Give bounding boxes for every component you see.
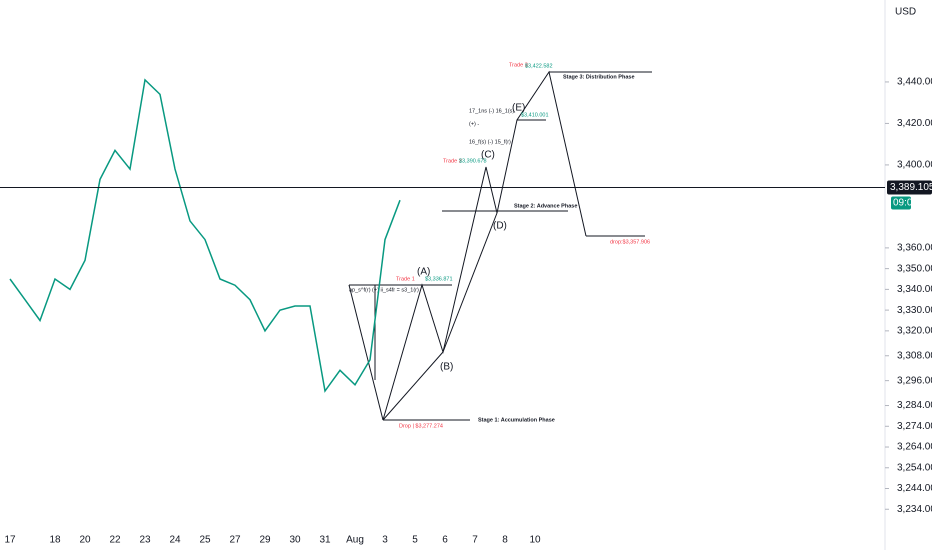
- projection-line: [348, 284, 384, 421]
- projection: [348, 70, 652, 421]
- annotation: 17_1ns (-) 16_1(s): [469, 108, 514, 114]
- x-tick-label: 30: [289, 535, 301, 546]
- x-tick-label: 24: [169, 535, 181, 546]
- annotation: Stage 1: Accumulation Phase: [478, 417, 555, 423]
- y-tick-label: 3,296.000: [897, 375, 932, 386]
- y-tick-label: 3,420.000: [897, 118, 932, 129]
- annotation: $3,410.001: [521, 112, 549, 118]
- wave-label: (B): [440, 362, 453, 373]
- x-tick-label: 17: [4, 535, 16, 546]
- x-tick-label: 29: [259, 535, 271, 546]
- x-tick-label: 8: [502, 535, 508, 546]
- y-tick-label: 3,254.000: [897, 462, 932, 473]
- x-tick-label: 10: [529, 535, 541, 546]
- countdown-label: 09:04: [893, 198, 918, 209]
- x-tick-label: 27: [229, 535, 241, 546]
- annotation: ap_s^f(r) (+) ii_s4fr = s3_1(r): [349, 287, 419, 293]
- x-tick-label: 23: [139, 535, 151, 546]
- x-tick-label: 31: [319, 535, 331, 546]
- annotation: Trade 3: [509, 62, 528, 68]
- wave-label: (D): [493, 221, 507, 232]
- annotation: 16_f(s) (-) 15_f(r): [469, 139, 511, 145]
- x-tick-label: 3: [382, 535, 388, 546]
- countdown-box: [891, 196, 911, 210]
- x-tick-label: 20: [79, 535, 91, 546]
- y-tick-label: 3,284.000: [897, 400, 932, 411]
- annotation: Trade 2: [443, 158, 462, 164]
- y-tick-label: 3,244.000: [897, 483, 932, 494]
- y-tick-label: 3,264.000: [897, 442, 932, 453]
- y-tick-label: 3,320.000: [897, 326, 932, 337]
- y-tick-label: 3,360.000: [897, 243, 932, 254]
- wave-label: (C): [481, 150, 495, 161]
- y-tick-label: 3,340.000: [897, 284, 932, 295]
- annotation: $3,422.582: [525, 63, 553, 69]
- price-line: [9, 78, 401, 393]
- annotation: Trade 1: [396, 276, 415, 282]
- y-tick-label: 3,234.000: [897, 504, 932, 515]
- projection-line: [442, 212, 498, 353]
- annotation: drop:$3,357.906: [610, 239, 650, 245]
- x-tick-label: 6: [442, 535, 448, 546]
- y-tick-label: 3,400.000: [897, 160, 932, 171]
- annotation: Drop | $3,277.274: [399, 423, 443, 429]
- y-tick-label: 3,350.000: [897, 263, 932, 274]
- currency-label: USD: [895, 7, 916, 18]
- projection-path: [382, 70, 587, 421]
- price-box: [887, 180, 932, 195]
- x-tick-label: 7: [472, 535, 478, 546]
- y-tick-label: 3,274.000: [897, 421, 932, 432]
- projection-line: [382, 351, 444, 421]
- y-tick-label: 3,308.000: [897, 350, 932, 361]
- wave-label: (A): [417, 267, 430, 278]
- x-tick-label: Aug: [346, 535, 364, 546]
- price-label: 3,389.105: [890, 182, 932, 193]
- annotation: $3,390.678: [459, 158, 487, 164]
- x-tick-label: 18: [49, 535, 61, 546]
- annotation: $3,336.871: [425, 276, 453, 282]
- x-tick-label: 5: [412, 535, 418, 546]
- annotation: Stage 2: Advance Phase: [514, 203, 577, 209]
- wave-label: (E): [512, 103, 525, 114]
- y-tick-label: 3,330.000: [897, 305, 932, 316]
- x-tick-label: 25: [199, 535, 211, 546]
- x-tick-label: 22: [109, 535, 121, 546]
- annotation: (+) -: [469, 121, 479, 127]
- annotation: Stage 3: Distribution Phase: [563, 74, 635, 80]
- y-tick-label: 3,440.000: [897, 77, 932, 88]
